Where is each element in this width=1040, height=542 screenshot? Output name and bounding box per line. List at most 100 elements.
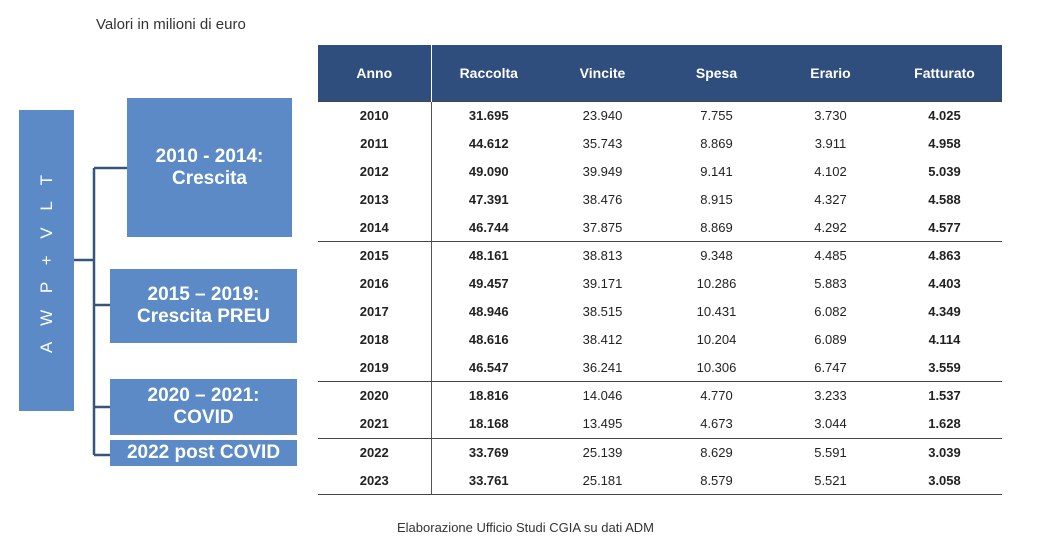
table-cell: 4.958	[928, 136, 961, 152]
table-cell: 3.044	[814, 416, 847, 432]
table-cell: 38.476	[582, 191, 623, 207]
data-table: Anno Raccolta Vincite Spesa Erario Fattu…	[318, 45, 1002, 496]
table-cell: 4.292	[814, 219, 847, 235]
period-box-2015-2019: 2015 – 2019: Crescita PREU	[110, 269, 297, 343]
bracket-main	[74, 166, 127, 457]
table-row: 2023 33.761 25.181 8.579 5.521 3.058	[318, 466, 1002, 496]
table-cell: 4.673	[700, 416, 733, 432]
table-cell: 10.431	[696, 303, 737, 319]
table-cell: 2022	[318, 437, 432, 467]
header-fatturato: Fatturato	[887, 45, 1002, 102]
table-cell: 25.181	[546, 466, 659, 496]
table-cell: 48.161	[431, 240, 546, 270]
table-cell: 2015	[318, 240, 432, 270]
table-cell: 8.869	[700, 219, 733, 235]
table-cell: 46.547	[468, 359, 509, 375]
table-cell: 8.915	[700, 191, 733, 207]
table-cell: 33.761	[431, 466, 546, 496]
table-cell: 46.744	[468, 219, 509, 235]
period-box-2010-2014: 2010 - 2014: Crescita	[127, 98, 292, 237]
units-caption: Valori in milioni di euro	[96, 16, 246, 33]
source-note: Elaborazione Ufficio Studi CGIA su dati …	[397, 520, 654, 535]
table-cell: 4.577	[928, 219, 961, 235]
table-cell: 10.306	[696, 359, 737, 375]
table-row: 2017 48.946 38.515 10.431 6.082 4.349	[318, 297, 1002, 326]
table-cell: 6.082	[814, 303, 847, 319]
table-row: 2019 46.547 36.241 10.306 6.747 3.559	[318, 353, 1002, 382]
awp-vlt-label-box: A W P + V L T	[19, 110, 74, 411]
table-cell: 2018	[318, 325, 432, 354]
table-cell: 2012	[318, 157, 432, 186]
table-cell: 49.090	[468, 163, 509, 179]
table-row: 2022 33.769 25.139 8.629 5.591 3.039	[318, 437, 1002, 467]
table-cell: 37.875	[582, 219, 623, 235]
period-2015-2019-years: 2015 – 2019:	[147, 284, 260, 306]
table-cell: 9.348	[659, 240, 774, 270]
table-cell: 4.114	[928, 331, 961, 347]
table-cell: 5.883	[814, 276, 847, 292]
table-cell: 8.869	[700, 136, 733, 152]
table-cell: 18.168	[468, 416, 509, 432]
header-anno: Anno	[318, 45, 432, 102]
table-cell: 3.039	[887, 437, 1002, 467]
period-2022-label: 2022 post COVID	[126, 442, 281, 464]
table-cell: 23.940	[546, 100, 659, 130]
bracket-connectors	[74, 166, 127, 457]
table-body: 2010 31.695 23.940 7.755 3.730 4.025 2011 44.61…	[318, 100, 1002, 496]
table-cell: 4.102	[814, 163, 847, 179]
table-cell: 6.747	[814, 359, 847, 375]
table-row: 2011 44.612 35.743 8.869 3.911 4.958	[318, 129, 1002, 158]
table-cell: 49.457	[468, 276, 509, 292]
table-cell: 10.204	[696, 331, 737, 347]
period-2010-2014-years: 2010 - 2014:	[155, 145, 264, 167]
table-cell: 3.233	[774, 380, 887, 410]
period-2010-2014-label: Crescita	[172, 167, 247, 189]
period-2020-2021-years: 2020 – 2021:	[147, 385, 260, 407]
table-cell: 6.089	[814, 331, 847, 347]
table-cell: 47.391	[468, 191, 509, 207]
table-cell: 2013	[318, 185, 432, 214]
table-row: 2014 46.744 37.875 8.869 4.292 4.577	[318, 213, 1002, 242]
table-cell: 38.515	[582, 303, 623, 319]
table-cell: 8.629	[659, 437, 774, 467]
table-cell: 48.616	[468, 331, 509, 347]
table-cell: 2016	[318, 269, 432, 298]
table-cell: 2014	[318, 213, 432, 242]
period-box-2020-2021: 2020 – 2021: COVID	[110, 379, 297, 435]
table-cell: 39.171	[582, 276, 623, 292]
header-raccolta: Raccolta	[431, 45, 546, 102]
table-cell: 2023	[318, 466, 432, 496]
table-cell: 25.139	[546, 437, 659, 467]
table-cell: 39.949	[582, 163, 623, 179]
table-row: 2020 18.816 14.046 4.770 3.233 1.537	[318, 380, 1002, 410]
table-cell: 2020	[318, 380, 432, 410]
table-cell: 4.349	[928, 303, 961, 319]
table-cell: 44.612	[468, 136, 509, 152]
table-cell: 4.327	[814, 191, 847, 207]
table-row: 2018 48.616 38.412 10.204 6.089 4.114	[318, 325, 1002, 354]
table-row: 2016 49.457 39.171 10.286 5.883 4.403	[318, 269, 1002, 298]
table-cell: 14.046	[546, 380, 659, 410]
table-row: 2010 31.695 23.940 7.755 3.730 4.025	[318, 100, 1002, 130]
table-cell: 4.588	[928, 191, 961, 207]
table-cell: 13.495	[582, 416, 623, 432]
table-header-row: Anno Raccolta Vincite Spesa Erario Fattu…	[318, 45, 1002, 102]
table-cell: 36.241	[582, 359, 623, 375]
table-cell: 4.770	[659, 380, 774, 410]
table-cell: 33.769	[431, 437, 546, 467]
table-cell: 38.813	[546, 240, 659, 270]
table-cell: 1.537	[887, 380, 1002, 410]
table-cell: 4.403	[928, 276, 961, 292]
table-cell: 2010	[318, 100, 432, 130]
period-2020-2021-label: COVID	[173, 407, 234, 428]
table-cell: 2017	[318, 297, 432, 326]
table-cell: 3.559	[928, 359, 961, 375]
table-cell: 8.579	[659, 466, 774, 496]
header-spesa: Spesa	[659, 45, 774, 102]
table-cell: 18.816	[431, 380, 546, 410]
header-erario: Erario	[774, 45, 887, 102]
table-cell: 4.863	[887, 240, 1002, 270]
table-cell: 9.141	[700, 163, 733, 179]
table-cell: 2021	[318, 409, 432, 439]
table-cell: 3.058	[887, 466, 1002, 496]
